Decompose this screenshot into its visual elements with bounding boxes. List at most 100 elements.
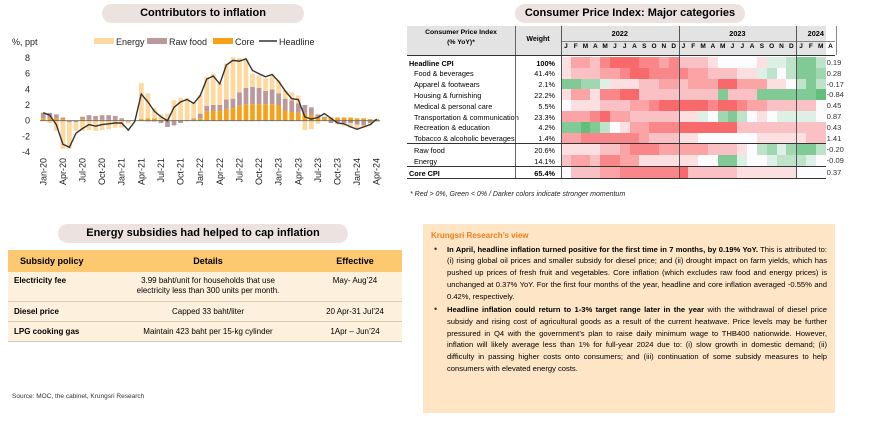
bullet-bold-lead: Headline inflation could return to 1-3% …	[447, 305, 705, 315]
heatmap-cell	[678, 132, 689, 144]
bar-raw-food	[93, 115, 98, 120]
heatmap-cell	[806, 67, 817, 79]
heatmap-cell	[776, 100, 787, 112]
heatmap-cell	[688, 132, 699, 144]
heatmap-cell	[629, 121, 640, 133]
heatmap-cell	[806, 100, 817, 112]
row-divider	[407, 55, 836, 56]
heatmap-cell	[590, 144, 601, 156]
bar-raw-food	[295, 103, 301, 113]
heatmap-cell	[639, 121, 650, 133]
bar-energy	[112, 120, 118, 128]
bar-raw-food	[210, 105, 216, 111]
year-divider	[678, 26, 680, 178]
month-header: A	[632, 43, 637, 50]
bar-raw-food	[112, 115, 118, 120]
heatmap-cell	[668, 67, 679, 79]
heatmap-cell	[659, 144, 670, 156]
bar-raw-food	[230, 98, 236, 109]
bullet-text: with the withdrawal of diesel price subs…	[447, 305, 827, 373]
heatmap-cell	[688, 121, 699, 133]
y-tick-label: -2	[22, 131, 30, 141]
bar-raw-food	[282, 98, 288, 111]
heatmap-cell	[561, 144, 572, 156]
heatmap-cell	[590, 100, 601, 112]
month-header: N	[661, 43, 667, 50]
x-tick-label: Jan-21	[117, 158, 127, 186]
bar-raw-food	[40, 112, 46, 119]
heatmap-cell	[776, 121, 787, 133]
heatmap-cell	[649, 111, 660, 123]
heatmap-cell	[766, 100, 777, 112]
heatmap-cell	[561, 78, 572, 90]
row-label: Transportation & communication	[414, 112, 519, 122]
row-weight: 41.4%	[534, 69, 555, 79]
month-header: D	[671, 43, 677, 50]
bar-core	[263, 104, 268, 121]
heatmap-cell	[561, 67, 572, 79]
bar-raw-food	[204, 105, 210, 112]
bar-energy	[348, 123, 353, 128]
heatmap-cell	[610, 167, 621, 179]
table-row: Diesel price Capped 33 baht/liter 20 Apr…	[8, 302, 402, 322]
bar-energy	[80, 120, 85, 131]
heatmap-cell	[659, 100, 670, 112]
bar-energy	[243, 59, 249, 88]
heatmap-cell	[561, 121, 572, 133]
heatmap-cell	[796, 132, 807, 144]
source-note: Source: MOC, the cabinet, Krungsri Resea…	[12, 393, 145, 400]
heatmap-cell	[668, 89, 679, 101]
bar-energy	[302, 120, 308, 131]
x-tick-label: Jan-20	[38, 158, 48, 186]
month-header: M	[602, 43, 608, 50]
heatmap-cell	[747, 167, 758, 179]
bar-energy	[184, 97, 190, 120]
month-header: A	[592, 43, 598, 50]
heatmap-cell	[717, 167, 728, 179]
y-tick-label: 4	[25, 84, 30, 94]
bar-core	[145, 118, 151, 121]
heatmap-cell	[796, 67, 807, 79]
heatmap-cell	[708, 111, 719, 123]
heatmap-cell	[717, 155, 728, 167]
policy-cell: LPG cooking gas	[14, 327, 80, 336]
heatmap-cell	[600, 89, 611, 101]
effective-cell: May- Aug’24	[332, 276, 378, 285]
heatmap-cell	[815, 144, 826, 156]
heatmap-cell	[600, 57, 611, 69]
heatmap-cell	[815, 100, 826, 112]
heatmap-cell	[619, 144, 630, 156]
heatmap-cell	[727, 100, 738, 112]
y-tick-label: 2	[25, 100, 30, 110]
header-cpi-sublabel: (% YoY)*	[447, 39, 475, 46]
heatmap-cell	[766, 111, 777, 123]
heatmap-cell	[815, 89, 826, 101]
bar-raw-food	[165, 120, 170, 127]
heatmap-cell	[757, 121, 768, 133]
legend-swatch-core	[213, 38, 233, 44]
heatmap-cell	[727, 78, 738, 90]
heatmap-cell	[786, 155, 797, 167]
row-label: Core CPI	[409, 168, 440, 178]
heatmap-cell	[570, 67, 581, 79]
heatmap-cell	[757, 132, 768, 144]
heatmap-cell	[649, 78, 660, 90]
heatmap-cell	[639, 78, 650, 90]
header-weight: Weight	[526, 36, 550, 43]
latest-value: 0.43	[826, 122, 842, 132]
bar-raw-food	[217, 105, 223, 111]
heatmap-cell	[649, 167, 660, 179]
x-tick-label: Apr-24	[372, 158, 382, 185]
heatmap-cell	[708, 144, 719, 156]
legend-swatch-raw-food	[147, 38, 167, 44]
bar-core	[341, 117, 347, 121]
heatmap-cell	[717, 100, 728, 112]
heatmap-cell	[678, 121, 689, 133]
chart-legend: Energy Raw food Core Headline	[94, 37, 315, 47]
bar-core	[40, 118, 46, 121]
heatmap-cell	[815, 111, 826, 123]
bar-core	[315, 116, 321, 121]
bar-core	[47, 118, 53, 121]
heatmap-cell	[727, 111, 738, 123]
legend-swatch-energy	[94, 38, 114, 44]
